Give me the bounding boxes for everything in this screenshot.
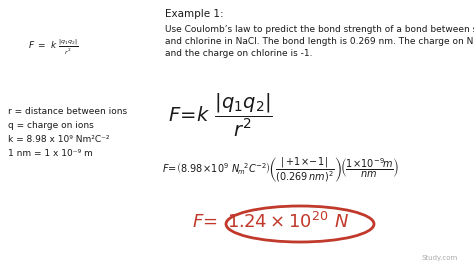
Text: r = distance between ions: r = distance between ions [8,107,127,117]
Text: $F\ =\ k\ \frac{|q_1 q_2|}{r^2}$: $F\ =\ k\ \frac{|q_1 q_2|}{r^2}$ [28,38,78,56]
Text: Use Coulomb’s law to predict the bond strength of a bond between sodium: Use Coulomb’s law to predict the bond st… [165,26,474,35]
Text: $F\!=\ 1.24\times10^{20}\ N$: $F\!=\ 1.24\times10^{20}\ N$ [192,212,349,232]
Text: $F\!=\!k\ \dfrac{|q_1 q_2|}{r^2}$: $F\!=\!k\ \dfrac{|q_1 q_2|}{r^2}$ [168,91,273,139]
Text: Study.com: Study.com [422,255,458,261]
Text: 1 nm = 1 x 10⁻⁹ m: 1 nm = 1 x 10⁻⁹ m [8,149,93,159]
Text: and chlorine in NaCl. The bond length is 0.269 nm. The charge on Na is +1: and chlorine in NaCl. The bond length is… [165,38,474,47]
Text: q = charge on ions: q = charge on ions [8,122,94,131]
Text: $F\!=\!\left(8.98\!\times\!10^9\ N_{\!m}{}^{\!2}C^{-2}\right)\!\left(\dfrac{|\,{: $F\!=\!\left(8.98\!\times\!10^9\ N_{\!m}… [162,155,399,185]
Text: and the charge on chlorine is -1.: and the charge on chlorine is -1. [165,49,312,59]
Text: Example 1:: Example 1: [165,9,224,19]
Text: k = 8.98 x 10⁹ Nm²C⁻²: k = 8.98 x 10⁹ Nm²C⁻² [8,135,109,144]
